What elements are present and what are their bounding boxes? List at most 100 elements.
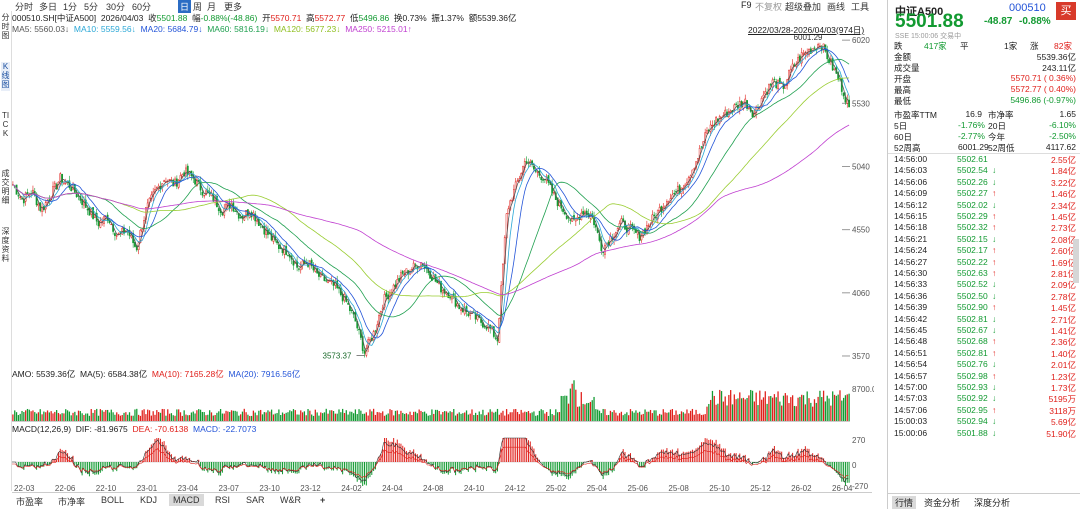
tick-time: 14:56:18 (894, 222, 928, 233)
tick-price: 5502.98 (957, 370, 988, 381)
candle-body (272, 235, 275, 242)
change-value: -0.88%(-48.86) (200, 13, 258, 23)
amo-bar (143, 409, 145, 422)
candle-body (332, 280, 335, 286)
stat-value: 5539.36亿 (1036, 52, 1076, 62)
tick-direction: ↓ (992, 165, 997, 176)
indicator-tab-4[interactable]: MACD (169, 494, 204, 506)
amount-chart-svg[interactable]: 8700.00亿 (12, 378, 874, 422)
amo-bar (221, 413, 224, 422)
amo-bar (500, 412, 502, 422)
buy-icon[interactable]: 买 (1056, 2, 1076, 20)
amo-bar (476, 414, 479, 422)
amo-bar (513, 409, 515, 422)
amo-bar (318, 415, 320, 422)
amo-bar (387, 413, 389, 422)
leftbar-item-1[interactable]: K线图 (1, 62, 10, 91)
indicator-tab-6[interactable]: SAR (246, 495, 265, 505)
kline-chart-area: 000510.SH[中证A500] 2026/04/03 收5501.88 幅-… (12, 11, 874, 491)
amo-bar (280, 415, 282, 422)
amo-bar (571, 383, 573, 422)
ratio-label: 20日 (988, 121, 1006, 131)
period-5[interactable]: 60分 (132, 2, 152, 12)
period-9[interactable]: 更多 (224, 2, 243, 12)
add-indicator-button[interactable]: + (320, 495, 326, 505)
open-value: 5570.71 (270, 13, 302, 23)
toolbar-right-item-0[interactable]: 不复权 (755, 2, 783, 12)
period-3[interactable]: 5分 (84, 2, 99, 12)
amo-bar (147, 409, 149, 422)
period-4[interactable]: 30分 (106, 2, 126, 12)
period-7[interactable]: 周 (193, 2, 203, 12)
tick-time: 14:56:15 (894, 211, 928, 221)
period-6[interactable]: 日 (178, 0, 192, 13)
toolbar-right-item-2[interactable]: 画线 (827, 2, 846, 12)
candle-body (201, 191, 204, 196)
amo-bar (46, 410, 49, 422)
indicator-tab-2[interactable]: BOLL (101, 495, 125, 505)
amo-bar (597, 409, 599, 422)
tick-price: 5502.68 (957, 336, 988, 347)
amo-bar (793, 405, 796, 422)
amo-bar (172, 415, 174, 422)
candle-body (312, 266, 315, 271)
amo-bar (365, 412, 367, 422)
period-0[interactable]: 分时 (15, 2, 34, 12)
indicator-tab-1[interactable]: 市净率 (58, 497, 86, 507)
amo-bar (263, 412, 265, 422)
tick-price: 5501.88 (957, 427, 988, 438)
tick-list[interactable]: 14:56:00 5502.61 2.55亿 14:56:03 5502.54 ↓ 1.84… (888, 154, 1080, 439)
toolbar-right-item-3[interactable]: 工具 (851, 2, 870, 12)
ma120-line (12, 77, 850, 298)
candle-body (744, 98, 747, 104)
amo-bar (533, 411, 535, 422)
amo-bar (130, 415, 132, 422)
amo-bar (292, 409, 295, 422)
amo-bar (804, 404, 807, 422)
amo-bar (250, 415, 253, 422)
leftbar-item-2[interactable]: TICK (1, 111, 10, 138)
f9-button[interactable]: F9 (741, 0, 752, 10)
tick-direction: ↑ (992, 245, 997, 256)
panel-scrollbar[interactable] (1073, 239, 1079, 283)
amo-bar (218, 411, 220, 422)
tick-amount: 1.41亿 (1050, 326, 1076, 336)
panel-tab-1[interactable]: 资金分析 (924, 498, 961, 508)
leftbar-item-3[interactable]: 成交明细 (1, 169, 10, 205)
toolbar-right-item-1[interactable]: 超级叠加 (785, 2, 822, 12)
amo-bar (566, 395, 568, 422)
indicator-tab-3[interactable]: KDJ (140, 495, 158, 505)
candle-body (234, 210, 237, 212)
amo-bar (657, 415, 659, 422)
leftbar-item-4[interactable]: 深度资料 (1, 227, 10, 263)
price-chart-svg[interactable]: 6020 5530 5040 4550 4060 3570 6001.29 3573.37 (12, 35, 874, 365)
x-tick-label: 23-07 (219, 484, 240, 491)
period-1[interactable]: 多日 (39, 2, 58, 12)
amo-bar (427, 415, 429, 422)
amo-bar (607, 414, 610, 422)
period-2[interactable]: 1分 (63, 2, 78, 12)
indicator-tab-0[interactable]: 市盈率 (16, 497, 44, 507)
amo-bar (560, 395, 562, 422)
leftbar-item-0[interactable]: 分时图 (1, 13, 10, 40)
indicator-tab-5[interactable]: RSI (215, 495, 231, 505)
amount-value: 5539.36亿 (477, 13, 517, 23)
tick-direction: ↓ (992, 313, 997, 324)
amo-bar (76, 415, 78, 422)
amo-bar (343, 412, 346, 422)
macd-chart-svg[interactable]: 270 0 -270 22-03 22-06 22-10 23-01 23-04 23-07 23… (12, 434, 874, 491)
amo-bar (362, 413, 364, 422)
amo-bar (666, 412, 668, 422)
panel-tab-2[interactable]: 深度分析 (974, 498, 1011, 508)
candle-body (117, 233, 120, 235)
amo-bar (398, 414, 400, 422)
amo-bar (185, 414, 187, 422)
amo-bar (43, 411, 45, 422)
panel-tab-0[interactable]: 行情 (892, 496, 917, 509)
period-8[interactable]: 月 (207, 2, 217, 12)
indicator-tab-7[interactable]: W&R (280, 495, 301, 505)
amo-bar (813, 399, 816, 422)
amo-bar (784, 393, 786, 422)
amo-bar (81, 413, 83, 422)
security-code: 000510 (1009, 2, 1046, 14)
